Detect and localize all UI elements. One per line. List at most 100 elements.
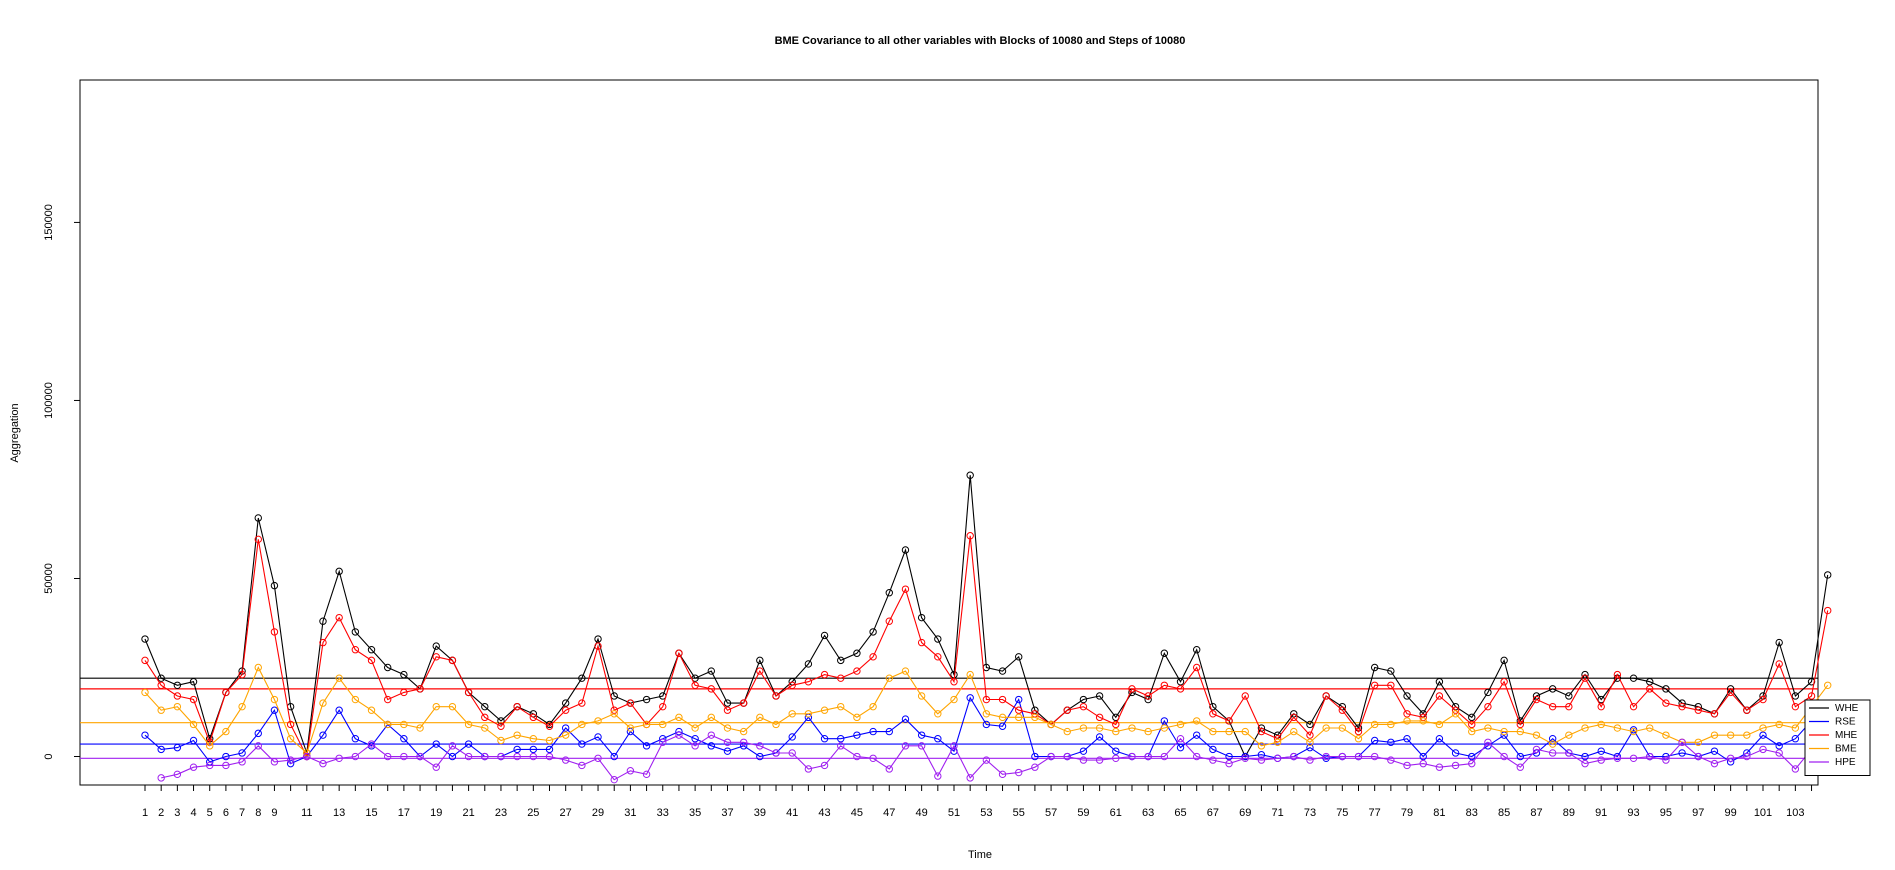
data-point [513,745,521,754]
data-point [578,761,586,770]
data-point [319,617,327,625]
data-point [1710,710,1719,718]
data-point [1694,706,1702,714]
legend: WHE RSE MHE BME HPE [1804,699,1871,776]
data-point [1824,681,1832,690]
data-point [1160,717,1169,725]
data-point [1209,727,1217,736]
data-point [1193,663,1201,672]
data-point [319,699,327,707]
data-point [400,735,408,743]
data-point [545,752,554,761]
data-point [1387,756,1395,764]
data-point [723,747,732,755]
data-point [998,695,1007,704]
data-point [1743,752,1751,761]
data-point [966,694,974,702]
data-point [1597,702,1605,711]
data-point [1015,653,1023,661]
data-point [497,736,505,745]
data-point [610,775,618,784]
data-point [1500,727,1508,736]
data-point [1209,710,1217,718]
data-point [206,742,214,750]
data-point [400,720,408,729]
data-point [561,699,570,707]
data-point [1500,678,1508,686]
mean-lines [80,677,1818,759]
x-axis: 1 2 3 4 5 6 7 8 9 11 13 15 17 19 21 23 25 27 29 31 33 35 37 39 4… [142,785,1813,819]
data-point [141,656,149,665]
data-point [1160,681,1169,690]
data-point [1193,752,1201,761]
data-point [1662,731,1670,739]
data-point [804,660,813,668]
data-point [1322,724,1330,732]
data-point [917,731,926,739]
data-point [659,702,667,711]
legend-label-hpe: HPE [1835,757,1856,768]
x-tick-label: 31 [624,807,636,819]
data-point [561,756,570,764]
data-point [1225,727,1233,736]
data-point [1176,735,1185,743]
x-tick-label: 87 [1530,807,1542,819]
data-point [141,635,149,643]
data-point [1678,702,1686,711]
data-point [804,678,813,686]
data-point [384,695,392,704]
data-point [1095,713,1104,722]
data-point [464,740,473,748]
data-point [1710,731,1719,739]
data-point [529,752,538,761]
data-point [1225,752,1233,761]
x-tick-label: 101 [1754,807,1772,819]
data-point [1629,674,1638,682]
data-point [254,663,262,672]
data-point [416,724,424,732]
x-tick-label: 65 [1174,807,1186,819]
data-point [1759,724,1767,732]
data-point [238,749,246,757]
data-point [1435,763,1444,771]
data-point [756,656,764,665]
data-point [837,735,845,743]
data-point [610,710,618,718]
x-tick-label: 11 [301,807,312,819]
data-point [1419,759,1427,768]
data-point [723,699,732,707]
data-point [1791,702,1800,711]
data-point [691,681,699,690]
data-point [254,514,262,522]
data-point [1565,702,1573,711]
data-point [917,638,926,647]
data-point [1646,724,1654,732]
data-point [1532,745,1541,754]
data-point [270,695,279,704]
data-point [157,681,165,690]
x-tick-label: 47 [883,807,895,819]
data-point [869,628,877,636]
data-point [1451,710,1460,718]
data-point [1743,706,1751,714]
data-point [1403,710,1411,718]
data-point [529,735,538,743]
data-point [1338,724,1347,732]
data-point [966,670,974,679]
data-point [982,710,991,718]
x-tick-label: 45 [851,807,863,819]
legend-box [1804,699,1871,776]
data-point [335,567,343,576]
data-point [1031,752,1039,761]
data-point [351,695,360,704]
x-tick-label: 5 [207,807,213,819]
data-point [481,752,489,761]
data-point [869,653,877,661]
data-point [400,670,408,679]
data-point [594,717,602,725]
data-point [1435,735,1444,743]
data-point [157,745,165,754]
data-point [497,717,505,725]
data-point [934,772,942,780]
data-point [1597,747,1605,755]
